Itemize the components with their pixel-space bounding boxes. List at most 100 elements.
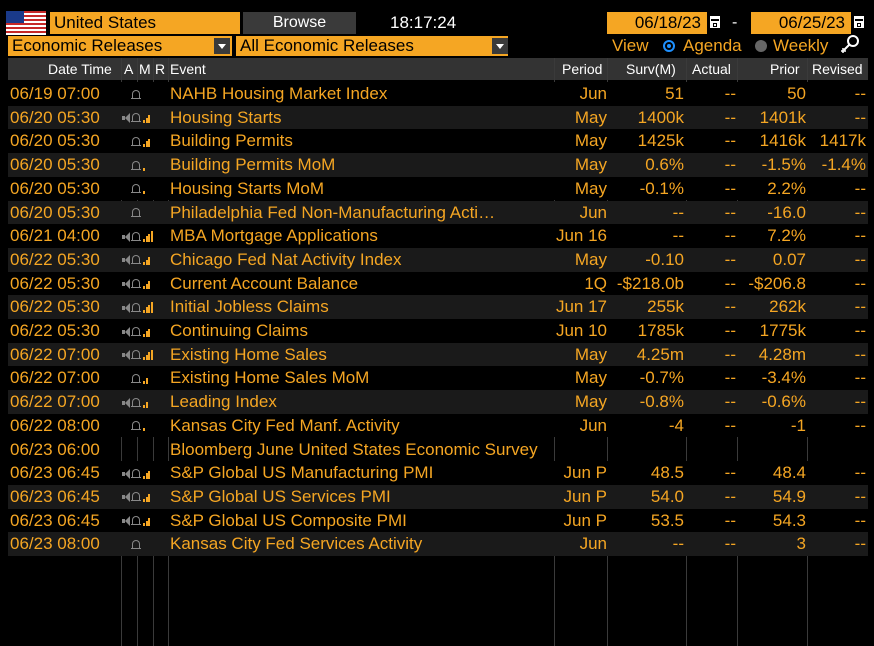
row-event[interactable]: Leading Index xyxy=(170,392,277,412)
table-row[interactable]: 06/20 05:30 Building Permits MoM May 0.6% --… xyxy=(8,153,868,177)
speaker-icon[interactable] xyxy=(122,113,130,124)
table-row[interactable]: 06/22 07:00 Existing Home Sales May 4.25m --… xyxy=(8,342,868,367)
row-event[interactable]: MBA Mortgage Applications xyxy=(170,226,378,246)
row-event[interactable]: Existing Home Sales xyxy=(170,344,327,364)
alert-bell-icon[interactable] xyxy=(131,539,141,551)
col-event[interactable]: Event xyxy=(170,61,206,77)
browse-button[interactable]: Browse xyxy=(243,12,356,34)
alert-bell-icon[interactable] xyxy=(131,231,141,243)
row-event[interactable]: Continuing Claims xyxy=(170,321,308,340)
alert-bell-icon[interactable] xyxy=(131,397,141,409)
category-select[interactable]: Economic Releases xyxy=(8,36,232,56)
alert-bell-icon[interactable] xyxy=(131,278,141,290)
row-event[interactable]: Chicago Fed Nat Activity Index xyxy=(170,249,402,269)
row-event[interactable]: Initial Jobless Claims xyxy=(170,297,329,317)
table-row[interactable]: 06/22 07:00 Existing Home Sales MoM May -0.… xyxy=(8,366,868,391)
row-event[interactable]: NAHB Housing Market Index xyxy=(170,84,388,103)
table-row[interactable]: 06/20 05:30 Housing Starts MoM May -0.1% -- 2… xyxy=(8,176,868,201)
speaker-icon[interactable] xyxy=(122,302,130,313)
table-row[interactable]: 06/22 05:30 Current Account Balance 1Q -$21… xyxy=(8,271,868,296)
col-surv[interactable]: Surv(M) xyxy=(626,61,676,77)
table-row[interactable]: 06/22 05:30 Continuing Claims Jun 10 1785k -… xyxy=(8,319,868,343)
alert-bell-icon[interactable] xyxy=(131,302,141,314)
row-event[interactable]: Current Account Balance xyxy=(170,273,359,293)
alert-bell-icon[interactable] xyxy=(131,160,141,172)
table-row[interactable]: 06/23 08:00 Kansas City Fed Services Acti… xyxy=(8,532,868,556)
chevron-down-icon[interactable] xyxy=(492,38,508,54)
row-event[interactable]: S&P Global US Composite PMI xyxy=(170,510,407,530)
alert-bell-icon[interactable] xyxy=(131,420,141,432)
row-revised: -- xyxy=(854,107,866,127)
col-actual[interactable]: Actual xyxy=(692,61,731,77)
col-m[interactable]: M xyxy=(139,61,151,77)
table-row[interactable]: 06/22 07:00 Leading Index May -0.8% -- -0.6% -… xyxy=(8,390,868,414)
speaker-icon[interactable] xyxy=(122,326,130,337)
chevron-down-icon[interactable] xyxy=(214,38,230,54)
relevance-bars-icon xyxy=(143,373,153,385)
row-event[interactable]: Philadelphia Fed Non-Manufacturing Acti… xyxy=(170,202,496,222)
speaker-icon[interactable] xyxy=(122,516,130,527)
table-row[interactable]: 06/23 06:00 Bloomberg June United States … xyxy=(8,438,868,462)
search-icon[interactable] xyxy=(841,34,861,54)
row-date-time: 06/23 06:45 xyxy=(10,486,100,506)
calendar-icon[interactable] xyxy=(708,14,722,30)
row-date-time: 06/22 05:30 xyxy=(10,297,100,317)
table-row[interactable]: 06/20 05:30 Housing Starts May 1400k -- 1401k… xyxy=(8,105,868,130)
speaker-icon[interactable] xyxy=(122,468,130,479)
row-event[interactable]: Housing Starts xyxy=(170,107,282,127)
end-date-field[interactable]: 06/25/23 xyxy=(751,12,851,34)
start-date-field[interactable]: 06/18/23 xyxy=(607,12,707,34)
alert-bell-icon[interactable] xyxy=(131,136,141,148)
row-event[interactable]: S&P Global US Services PMI xyxy=(170,486,391,506)
speaker-icon[interactable] xyxy=(122,255,130,266)
speaker-icon[interactable] xyxy=(122,492,130,503)
col-date-time[interactable]: Date Time xyxy=(48,61,112,77)
col-revised[interactable]: Revised xyxy=(812,61,863,77)
table-row[interactable]: 06/20 05:30 Building Permits May 1425k -- 141… xyxy=(8,129,868,154)
weekly-radio[interactable] xyxy=(755,40,767,52)
agenda-label[interactable]: Agenda xyxy=(683,36,742,55)
row-event[interactable]: Bloomberg June United States Economic Su… xyxy=(170,439,538,459)
speaker-icon[interactable] xyxy=(122,350,130,361)
row-event[interactable]: Kansas City Fed Services Activity xyxy=(170,534,423,554)
col-a[interactable]: A xyxy=(124,61,134,77)
speaker-icon[interactable] xyxy=(122,279,130,290)
alert-bell-icon[interactable] xyxy=(131,254,141,266)
col-period[interactable]: Period xyxy=(562,61,603,77)
row-actual: -- xyxy=(724,510,736,530)
row-event[interactable]: Kansas City Fed Manf. Activity xyxy=(170,415,400,435)
table-row[interactable]: 06/23 06:45 S&P Global US Services PMI Jun… xyxy=(8,484,868,509)
table-row[interactable]: 06/22 05:30 Chicago Fed Nat Activity Inde… xyxy=(8,247,868,272)
alert-bell-icon[interactable] xyxy=(131,207,141,219)
table-row[interactable]: 06/22 05:30 Initial Jobless Claims Jun 17 2… xyxy=(8,295,868,319)
alert-bell-icon[interactable] xyxy=(131,326,141,338)
alert-bell-icon[interactable] xyxy=(131,373,141,385)
alert-bell-icon[interactable] xyxy=(131,89,141,101)
row-event[interactable]: S&P Global US Manufacturing PMI xyxy=(170,463,434,483)
speaker-icon[interactable] xyxy=(122,231,130,242)
alert-bell-icon[interactable] xyxy=(131,515,141,527)
alert-bell-icon[interactable] xyxy=(131,183,141,195)
weekly-label[interactable]: Weekly xyxy=(773,36,829,55)
row-event[interactable]: Building Permits MoM xyxy=(170,155,336,175)
row-event[interactable]: Building Permits xyxy=(170,131,293,151)
alert-bell-icon[interactable] xyxy=(131,112,141,124)
country-field[interactable]: United States xyxy=(50,12,240,34)
row-event[interactable]: Housing Starts MoM xyxy=(170,178,324,198)
row-event[interactable]: Existing Home Sales MoM xyxy=(170,368,370,388)
subcategory-select[interactable]: All Economic Releases xyxy=(236,36,508,56)
alert-bell-icon[interactable] xyxy=(131,491,141,503)
agenda-radio[interactable] xyxy=(663,40,675,52)
alert-bell-icon[interactable] xyxy=(131,468,141,480)
table-row[interactable]: 06/19 07:00 NAHB Housing Market Index Jun 5… xyxy=(8,82,868,106)
table-row[interactable]: 06/21 04:00 MBA Mortgage Applications Jun … xyxy=(8,224,868,248)
col-r[interactable]: R xyxy=(155,61,166,77)
table-row[interactable]: 06/23 06:45 S&P Global US Composite PMI Ju… xyxy=(8,508,868,533)
table-row[interactable]: 06/23 06:45 S&P Global US Manufacturing P… xyxy=(8,461,868,485)
col-prior[interactable]: Prior xyxy=(770,61,800,77)
calendar-icon[interactable] xyxy=(852,14,866,30)
alert-bell-icon[interactable] xyxy=(131,349,141,361)
speaker-icon[interactable] xyxy=(122,397,130,408)
table-row[interactable]: 06/22 08:00 Kansas City Fed Manf. Activit… xyxy=(8,413,868,438)
table-row[interactable]: 06/20 05:30 Philadelphia Fed Non-Manufact… xyxy=(8,200,868,225)
